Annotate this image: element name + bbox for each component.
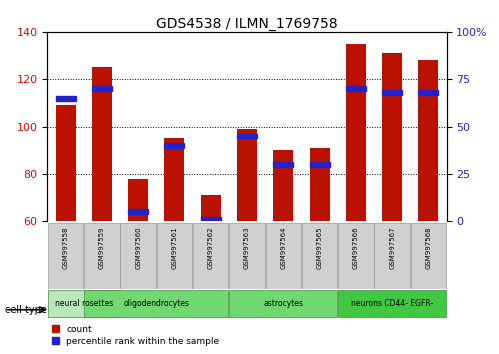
Bar: [201, 217, 221, 222]
Bar: [382, 90, 402, 95]
Bar: [128, 210, 148, 214]
Text: GSM997560: GSM997560: [135, 226, 141, 269]
Text: neural rosettes: neural rosettes: [54, 299, 113, 308]
Text: GSM997564: GSM997564: [280, 226, 286, 269]
Bar: [309, 162, 329, 167]
Bar: [419, 90, 439, 95]
Bar: [84, 290, 229, 317]
Text: GSM997563: GSM997563: [244, 226, 250, 269]
Bar: [92, 67, 112, 221]
Bar: [193, 223, 229, 289]
Text: GSM997568: GSM997568: [426, 226, 432, 269]
Text: GSM997559: GSM997559: [99, 226, 105, 269]
Bar: [273, 150, 293, 221]
Bar: [128, 179, 148, 221]
Bar: [229, 223, 265, 289]
Text: GSM997565: GSM997565: [316, 226, 322, 269]
Text: neurons CD44- EGFR-: neurons CD44- EGFR-: [351, 299, 433, 308]
Bar: [165, 143, 185, 148]
Text: oligodendrocytes: oligodendrocytes: [123, 299, 189, 308]
Bar: [48, 223, 83, 289]
Bar: [419, 60, 439, 221]
Bar: [374, 223, 410, 289]
Bar: [338, 290, 446, 317]
Bar: [165, 138, 185, 221]
Bar: [237, 129, 257, 221]
Text: GSM997558: GSM997558: [62, 226, 68, 269]
Bar: [55, 96, 75, 101]
Bar: [273, 162, 293, 167]
Bar: [338, 223, 374, 289]
Bar: [346, 86, 366, 91]
Bar: [157, 223, 192, 289]
Title: GDS4538 / ILMN_1769758: GDS4538 / ILMN_1769758: [156, 17, 338, 31]
Bar: [120, 223, 156, 289]
Bar: [382, 53, 402, 221]
Bar: [84, 223, 120, 289]
Bar: [346, 44, 366, 221]
Text: GSM997567: GSM997567: [389, 226, 395, 269]
Text: GSM997566: GSM997566: [353, 226, 359, 269]
Bar: [229, 290, 337, 317]
Text: cell type: cell type: [5, 305, 47, 315]
Bar: [55, 105, 75, 221]
Bar: [411, 223, 446, 289]
Legend: count, percentile rank within the sample: count, percentile rank within the sample: [52, 325, 220, 346]
Bar: [237, 134, 257, 138]
Text: GSM997562: GSM997562: [208, 226, 214, 269]
Bar: [302, 223, 337, 289]
Text: astrocytes: astrocytes: [263, 299, 303, 308]
Bar: [92, 86, 112, 91]
Bar: [201, 195, 221, 221]
Bar: [265, 223, 301, 289]
Bar: [309, 148, 329, 221]
Bar: [48, 290, 120, 317]
Text: GSM997561: GSM997561: [172, 226, 178, 269]
